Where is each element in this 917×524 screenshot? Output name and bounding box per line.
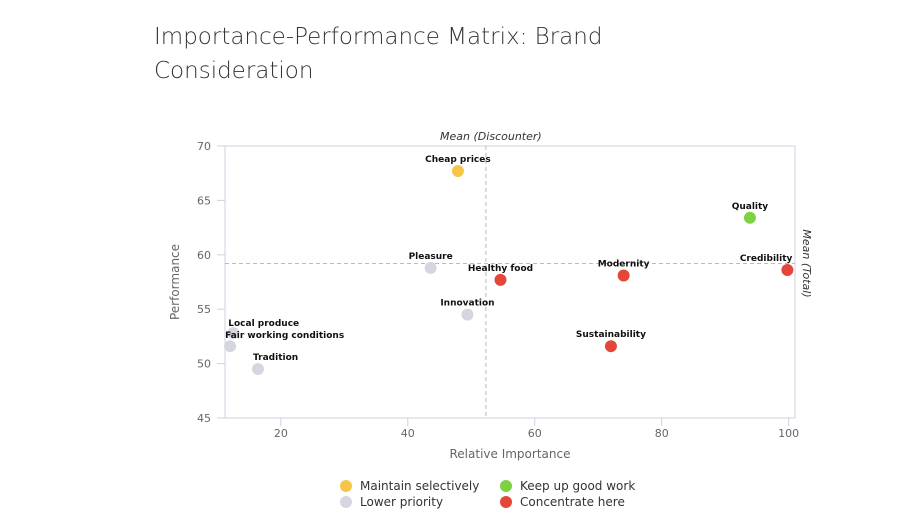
- point-label: Innovation: [440, 299, 494, 309]
- y-tick-label: 50: [197, 358, 211, 371]
- data-point: [781, 264, 794, 277]
- mean-total-label: Mean (Total): [800, 229, 813, 297]
- legend: Maintain selectively Keep up good work Low…: [340, 478, 660, 510]
- point-label: Healthy food: [468, 264, 533, 274]
- legend-item[interactable]: Maintain selectively: [340, 478, 500, 494]
- data-point: [451, 165, 464, 178]
- y-tick-label: 55: [197, 303, 211, 316]
- data-point: [224, 340, 237, 353]
- x-tick-label: 100: [778, 427, 799, 440]
- legend-item[interactable]: Lower priority: [340, 494, 500, 510]
- point-label: Tradition: [253, 353, 298, 363]
- point-label: Pleasure: [409, 252, 453, 262]
- point-label: Quality: [732, 202, 769, 212]
- x-axis-label: Relative Importance: [450, 447, 571, 461]
- x-tick-label: 60: [528, 427, 542, 440]
- plot-area: [224, 145, 796, 419]
- legend-label: Maintain selectively: [360, 479, 480, 493]
- x-tick-label: 80: [655, 427, 669, 440]
- data-point: [494, 273, 507, 286]
- data-point: [617, 269, 630, 282]
- y-tick-label: 45: [197, 412, 211, 425]
- y-tick-label: 65: [197, 194, 211, 207]
- point-label: Sustainability: [576, 330, 646, 340]
- data-point: [604, 340, 617, 353]
- point-label: Fair working conditions: [225, 331, 344, 341]
- data-point: [461, 308, 474, 321]
- legend-marker: [500, 480, 512, 492]
- x-tick-label: 20: [274, 427, 288, 440]
- data-point: [227, 327, 240, 340]
- data-point: [743, 211, 756, 224]
- legend-label: Keep up good work: [520, 479, 636, 493]
- legend-label: Lower priority: [360, 495, 444, 509]
- point-label: Cheap prices: [425, 155, 491, 165]
- data-point: [424, 261, 437, 274]
- point-label: Modernity: [598, 259, 650, 269]
- y-tick-label: 60: [197, 249, 211, 262]
- legend-marker: [500, 496, 512, 508]
- y-tick-label: 70: [197, 140, 211, 153]
- point-label: Local produce: [228, 319, 299, 329]
- y-axis-label: Performance: [168, 244, 182, 320]
- legend-marker: [340, 496, 352, 508]
- legend-marker: [340, 480, 352, 492]
- legend-item[interactable]: Concentrate here: [500, 494, 660, 510]
- mean-discounter-label: Mean (Discounter): [440, 130, 542, 143]
- legend-label: Concentrate here: [520, 495, 625, 509]
- data-point: [252, 363, 265, 376]
- point-label: Credibility: [740, 254, 793, 264]
- chart-title: Importance-Performance Matrix: Brand Con…: [154, 24, 603, 84]
- x-tick-label: 40: [401, 427, 415, 440]
- legend-item[interactable]: Keep up good work: [500, 478, 660, 494]
